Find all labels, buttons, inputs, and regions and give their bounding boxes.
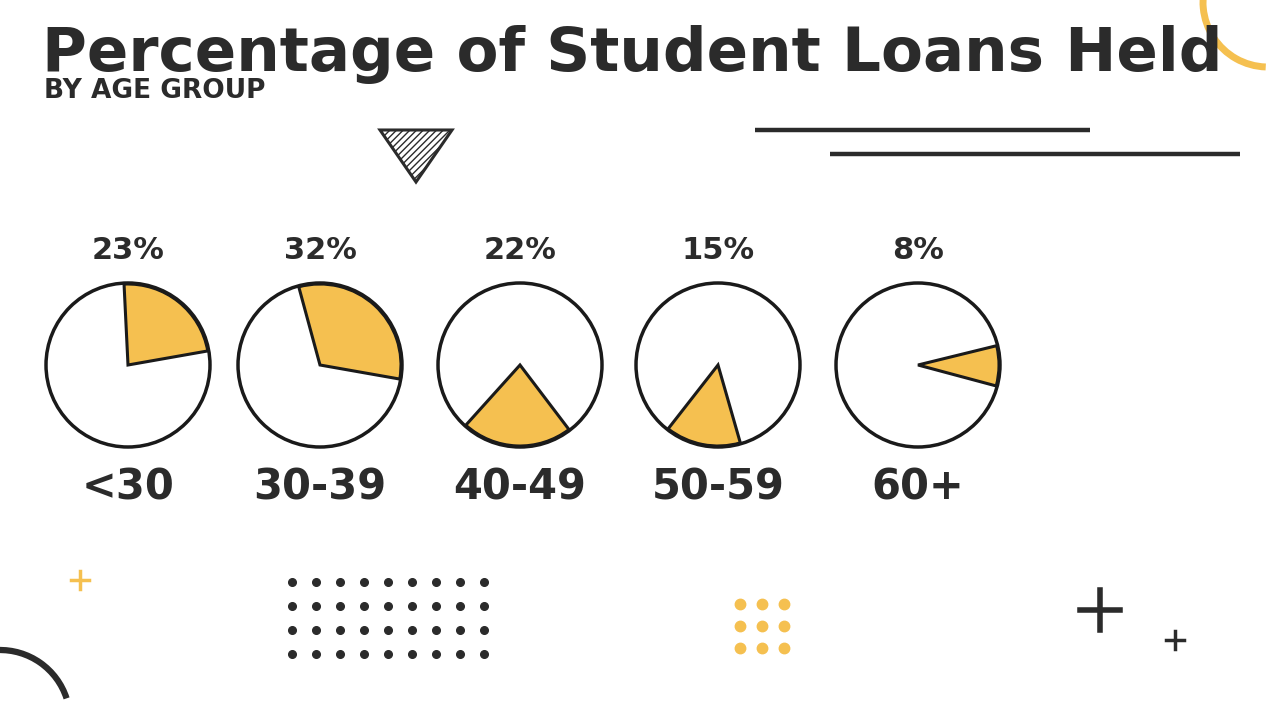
Wedge shape	[668, 365, 740, 446]
Text: Percentage of Student Loans Held: Percentage of Student Loans Held	[42, 25, 1222, 84]
Wedge shape	[918, 346, 998, 386]
Text: 30-39: 30-39	[253, 467, 387, 509]
Text: 23%: 23%	[92, 236, 164, 265]
Circle shape	[636, 283, 800, 447]
Wedge shape	[466, 365, 570, 446]
Text: <30: <30	[82, 467, 174, 509]
Wedge shape	[298, 284, 401, 379]
Circle shape	[438, 283, 602, 447]
Circle shape	[836, 283, 1000, 447]
Text: 15%: 15%	[681, 236, 755, 265]
Text: BY AGE GROUP: BY AGE GROUP	[44, 78, 265, 104]
Circle shape	[238, 283, 402, 447]
Text: 22%: 22%	[484, 236, 557, 265]
Wedge shape	[124, 284, 207, 365]
Text: 8%: 8%	[892, 236, 943, 265]
Circle shape	[46, 283, 210, 447]
Text: 40-49: 40-49	[453, 467, 586, 509]
Text: 32%: 32%	[284, 236, 356, 265]
Text: 60+: 60+	[872, 467, 964, 509]
Text: 50-59: 50-59	[652, 467, 785, 509]
